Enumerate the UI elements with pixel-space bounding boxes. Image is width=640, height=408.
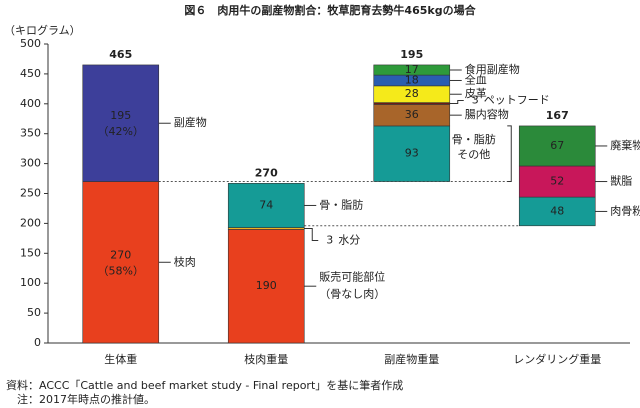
- x-tick-label: レンダリング重量: [513, 352, 601, 366]
- value-label: 18: [405, 73, 419, 86]
- y-axis-label: （キログラム）: [4, 23, 81, 37]
- value-label: 48: [550, 204, 564, 217]
- leader: [304, 227, 319, 241]
- note: 腸内容物: [465, 107, 509, 121]
- total-label: 270: [255, 166, 278, 179]
- note: 水分: [338, 233, 360, 246]
- note: 食用副産物: [465, 62, 520, 76]
- footnote: 注：2017年時点の推計値。: [6, 392, 155, 406]
- note: 販売可能部位: [319, 270, 385, 284]
- note: 肉骨粉: [610, 204, 640, 217]
- note: その他: [457, 148, 490, 161]
- bar-segment: [227, 229, 305, 344]
- value-label: 93: [405, 147, 419, 160]
- y-tick-label: 400: [20, 97, 41, 110]
- share-label: （58%）: [98, 264, 144, 277]
- leader: [449, 100, 464, 105]
- value-label: 3: [326, 233, 333, 246]
- y-tick-label: 500: [20, 37, 41, 50]
- value-label: 3: [472, 94, 479, 107]
- value-label: 17: [405, 63, 419, 76]
- note: 枝肉: [174, 254, 196, 268]
- bar-segment: [82, 181, 160, 344]
- y-tick-label: 100: [20, 276, 41, 289]
- y-tick-label: 200: [20, 216, 41, 229]
- value-label: 28: [405, 87, 419, 100]
- note: 骨・脂肪: [319, 197, 363, 211]
- y-tick-label: 0: [34, 336, 41, 349]
- y-tick-label: 50: [27, 306, 41, 319]
- note: 廃棄物: [610, 138, 640, 152]
- note: （骨なし肉）: [319, 288, 385, 301]
- x-tick-label: 副産物重量: [384, 352, 439, 366]
- bar-segment: [82, 64, 160, 182]
- x-tick-label: 生体重: [104, 352, 137, 366]
- total-label: 465: [109, 48, 132, 61]
- note: 副産物: [174, 115, 207, 129]
- bracket: [507, 125, 512, 183]
- value-label: 67: [550, 139, 564, 152]
- note: ペットフード: [484, 94, 550, 107]
- x-tick-label: 枝肉重量: [244, 352, 288, 366]
- note: 全血: [465, 72, 487, 86]
- chart-title: 図６ 肉用牛の副産物割合：牧草肥育去勢牛465kgの場合: [184, 3, 476, 17]
- bar-segment: [227, 183, 305, 228]
- bar-segment: [518, 125, 596, 167]
- value-label: 190: [256, 279, 277, 292]
- note: 皮革: [465, 86, 487, 100]
- y-tick-label: 250: [20, 187, 41, 200]
- y-tick-label: 300: [20, 157, 41, 170]
- value-label: 270: [110, 248, 131, 261]
- bar-segment: [373, 125, 451, 182]
- total-label: 195: [400, 48, 423, 61]
- value-label: 195: [110, 109, 131, 122]
- value-label: 74: [259, 198, 273, 211]
- y-tick-label: 350: [20, 127, 41, 140]
- y-tick-label: 150: [20, 246, 41, 259]
- share-label: （42%）: [98, 125, 144, 138]
- footnote: 資料：ACCC「Cattle and beef market study - F…: [6, 378, 403, 392]
- note: 骨・脂肪: [452, 132, 496, 146]
- value-label: 36: [405, 108, 419, 121]
- value-label: 52: [550, 175, 564, 188]
- total-label: 167: [546, 109, 569, 122]
- y-tick-label: 450: [20, 67, 41, 80]
- note: 獣脂: [610, 174, 632, 188]
- bar-segment: [518, 196, 596, 227]
